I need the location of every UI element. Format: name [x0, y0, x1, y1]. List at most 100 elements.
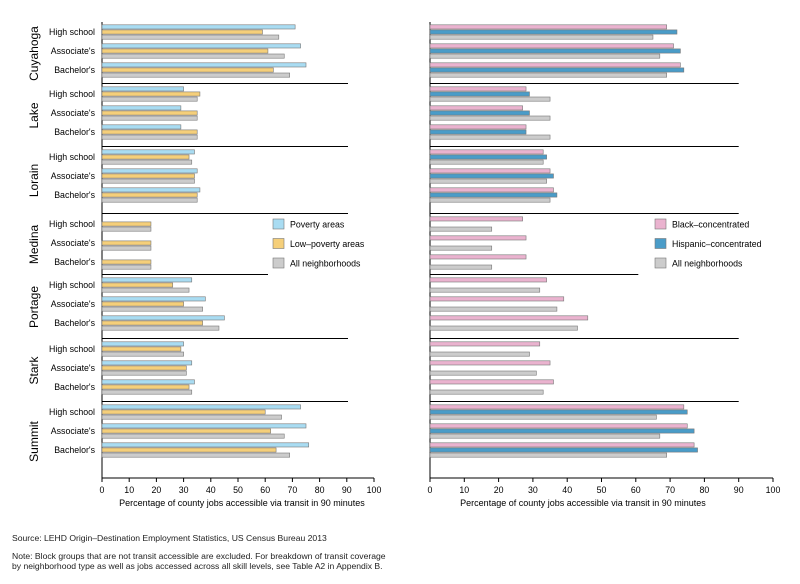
bar: [429, 306, 558, 312]
x-tick-label: 80: [700, 485, 710, 495]
bar: [101, 296, 206, 302]
bar: [101, 178, 195, 184]
bar: [429, 433, 661, 439]
bar: [429, 423, 688, 429]
bar: [101, 86, 184, 92]
bar: [429, 159, 544, 165]
x-axis-label: Percentage of county jobs accessible via…: [460, 498, 706, 508]
bar: [101, 226, 152, 232]
bar: [429, 414, 657, 420]
source-text: Source: LEHD Origin–Destination Employme…: [12, 533, 327, 543]
bar: [429, 235, 527, 241]
bar: [101, 72, 290, 78]
bar: [101, 351, 184, 357]
county-label: Lorain: [27, 164, 41, 197]
bar: [429, 447, 698, 453]
x-tick-label: 50: [597, 485, 607, 495]
footnote-line-2: by neighborhood type as well as jobs acc…: [12, 561, 383, 571]
education-row-label: Bachelor's: [54, 127, 95, 137]
bar: [101, 442, 310, 448]
bar: [101, 452, 290, 458]
bar: [429, 115, 551, 121]
x-tick-label: 10: [124, 485, 134, 495]
bar: [429, 197, 551, 203]
bar: [101, 423, 307, 429]
bar: [429, 34, 654, 40]
bar: [101, 277, 193, 283]
bar: [429, 154, 547, 160]
bar: [101, 346, 182, 352]
x-tick-label: 40: [206, 485, 216, 495]
left-panel: Cuyahoga High school Associate's Bachelor's…: [27, 22, 381, 508]
education-row-label: High school: [49, 27, 95, 37]
bar: [429, 254, 527, 260]
x-axis-label: Percentage of county jobs accessible via…: [119, 498, 365, 508]
bar: [429, 315, 589, 321]
bar: [101, 67, 274, 73]
bar: [101, 389, 193, 395]
education-row-label: Bachelor's: [54, 257, 95, 267]
bar: [429, 351, 530, 357]
education-row-label: Associate's: [51, 46, 96, 56]
education-row-label: Bachelor's: [54, 445, 95, 455]
bar: [101, 447, 277, 453]
county-label: Medina: [27, 224, 41, 264]
legend-label: Black–concentrated: [672, 220, 749, 230]
county-label: Stark: [27, 356, 41, 385]
bar: [429, 389, 544, 395]
bar: [429, 452, 667, 458]
education-row-label: Bachelor's: [54, 190, 95, 200]
bar: [101, 264, 152, 270]
legend-label: Hispanic–concentrated: [672, 239, 762, 249]
bar: [101, 192, 198, 198]
bar: [101, 341, 184, 347]
bar: [429, 245, 493, 251]
bar: [101, 134, 198, 140]
legend-swatch: [272, 238, 285, 249]
education-row-label: Associate's: [51, 363, 96, 373]
legend-label: All neighborhoods: [290, 259, 361, 269]
bar: [101, 245, 152, 251]
education-row-label: Associate's: [51, 108, 96, 118]
education-row-label: High school: [49, 280, 95, 290]
county-label: Summit: [27, 421, 41, 462]
bar: [101, 48, 269, 54]
bar: [101, 91, 201, 97]
bar: [429, 178, 547, 184]
bar: [429, 129, 527, 135]
bar: [101, 259, 152, 265]
bar: [101, 154, 190, 160]
bar: [429, 62, 681, 68]
bar: [429, 110, 530, 116]
legend-swatch: [272, 257, 285, 269]
legend-label: Poverty areas: [290, 220, 345, 230]
source-note: Source: LEHD Origin–Destination Employme…: [12, 533, 327, 543]
x-tick-label: 60: [631, 485, 641, 495]
bar: [429, 325, 578, 331]
bar: [101, 62, 307, 68]
x-tick-label: 10: [459, 485, 469, 495]
bar: [429, 48, 681, 54]
bar: [429, 134, 551, 140]
footnote-line-1: Note: Block groups that are not transit …: [12, 551, 386, 561]
x-tick-label: 70: [288, 485, 298, 495]
x-tick-label: 70: [665, 485, 675, 495]
bar: [429, 24, 667, 30]
bar: [101, 197, 198, 203]
x-tick-label: 90: [734, 485, 744, 495]
bar: [101, 105, 182, 111]
education-row-label: Associate's: [51, 299, 96, 309]
x-tick-label: 60: [260, 485, 270, 495]
bar: [101, 187, 201, 193]
bar: [429, 442, 695, 448]
bar: [429, 72, 667, 78]
bar: [101, 370, 187, 376]
bar: [429, 216, 523, 222]
x-tick-label: 90: [342, 485, 352, 495]
bar: [429, 404, 685, 410]
education-row-label: High school: [49, 407, 95, 417]
footnote: Note: Block groups that are not transit …: [12, 551, 386, 571]
bar: [429, 277, 547, 283]
education-row-label: Bachelor's: [54, 318, 95, 328]
education-row-label: High school: [49, 89, 95, 99]
